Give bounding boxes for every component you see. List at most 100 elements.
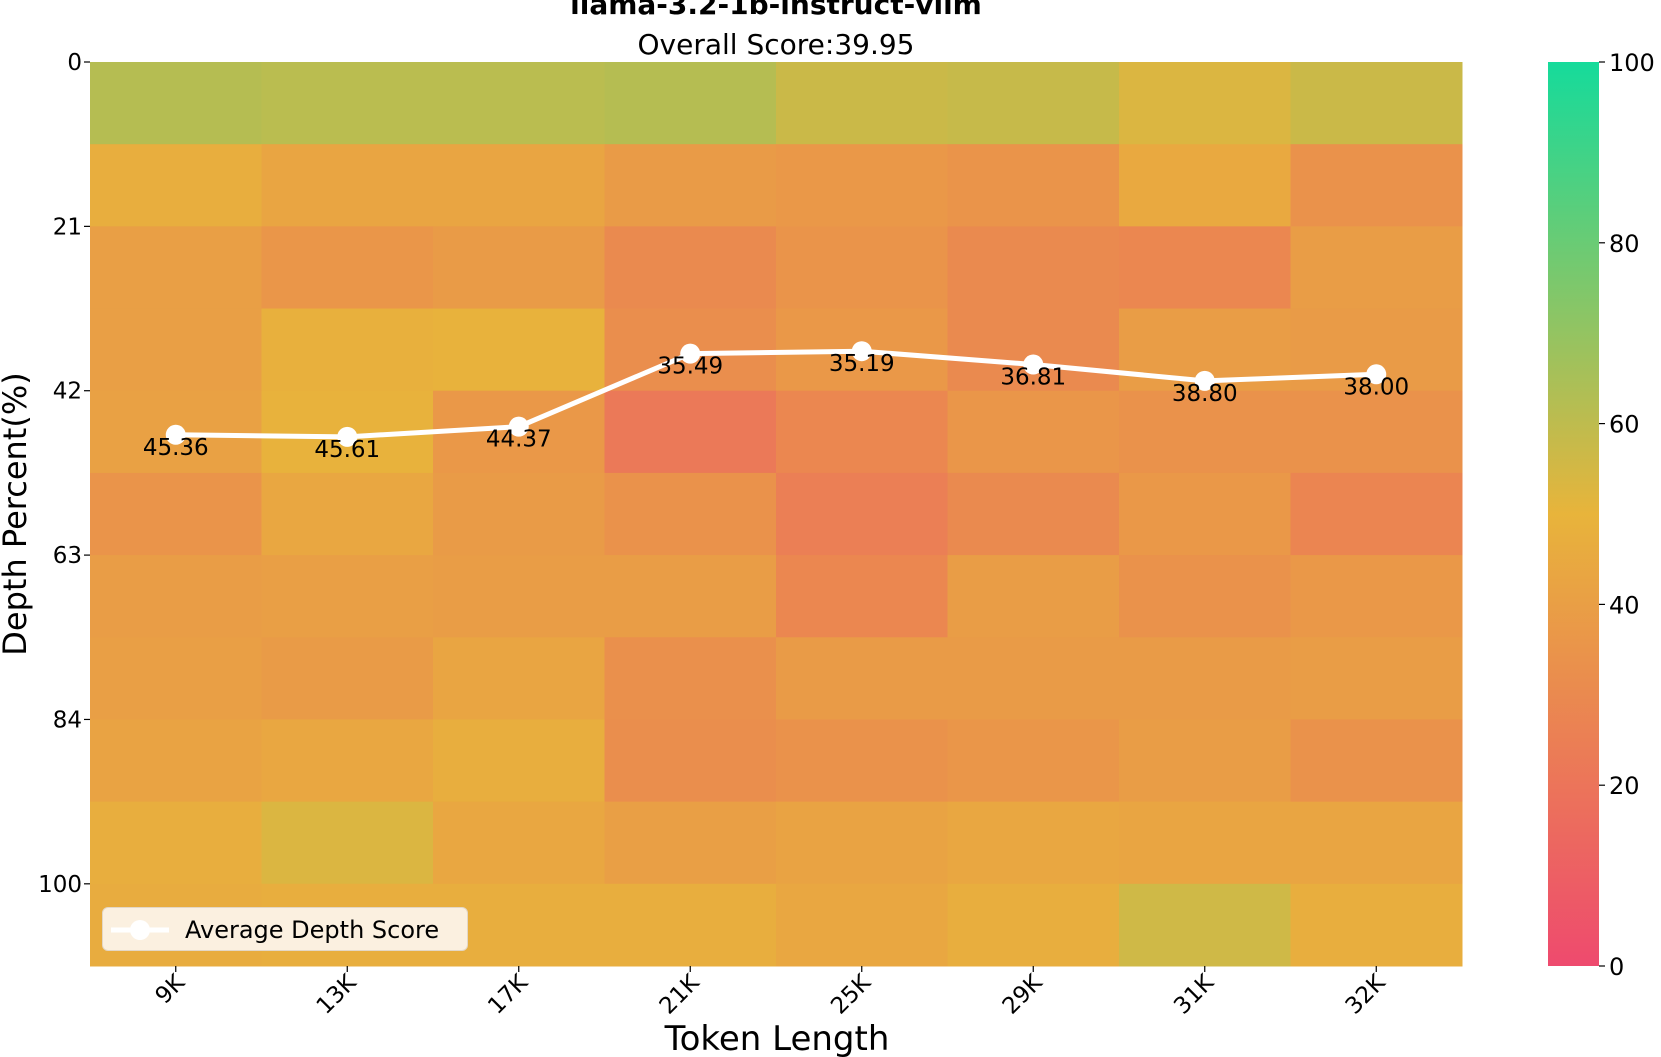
heatmap-cell — [433, 637, 605, 720]
heatmap-cell — [90, 472, 262, 556]
heatmap-cell — [604, 801, 777, 885]
heatmap-cell — [1290, 390, 1463, 474]
average-depth-point — [851, 341, 872, 362]
heatmap-cell — [947, 226, 1120, 310]
heatmap-cell — [90, 226, 262, 310]
heatmap-cell — [947, 883, 1120, 967]
x-tick-label: 29K — [998, 969, 1048, 1019]
colorbar-tick-label: 100 — [1609, 49, 1655, 77]
heatmap-cell — [90, 555, 262, 638]
average-depth-point — [1194, 370, 1215, 391]
y-tick-label: 42 — [53, 379, 82, 405]
x-tick-label: 21K — [655, 969, 705, 1019]
heatmap-cell — [261, 637, 434, 720]
heatmap-cell — [261, 472, 434, 556]
legend: Average Depth Score — [102, 907, 468, 951]
colorbar-tick-label: 0 — [1609, 953, 1624, 981]
heatmap-cell — [947, 390, 1120, 474]
heatmap-cell — [604, 883, 777, 967]
chart-subtitle: Overall Score:39.95 — [637, 28, 915, 61]
heatmap-cell — [1290, 62, 1463, 145]
heatmap-cell — [947, 62, 1120, 145]
heatmap-cell — [947, 801, 1120, 885]
heatmap-cell — [1290, 226, 1463, 310]
heatmap-cell — [1119, 719, 1291, 803]
heatmap-cell — [776, 226, 948, 310]
colorbar-ticks: 0 20 40 60 80 100 — [1599, 49, 1655, 981]
heatmap-cell — [1290, 719, 1463, 803]
colorbar-tick-label: 60 — [1609, 411, 1640, 439]
heatmap-cell — [776, 144, 948, 227]
heatmap-cell — [433, 801, 605, 885]
average-depth-value-label: 45.61 — [314, 437, 380, 463]
colorbar — [1548, 62, 1599, 966]
average-depth-value-label: 38.80 — [1172, 381, 1238, 407]
y-tick-label: 21 — [53, 214, 82, 240]
heatmap-cell — [90, 308, 262, 392]
heatmap-cell — [90, 144, 262, 227]
heatmap-cell — [604, 144, 777, 227]
x-tick-label: 17K — [483, 969, 533, 1019]
average-depth-line-path — [175, 348, 1377, 440]
colorbar-tick-label: 40 — [1609, 591, 1640, 619]
average-depth-point — [508, 416, 529, 437]
heatmap-cell — [947, 144, 1120, 227]
average-depth-value-label: 44.37 — [486, 427, 552, 453]
heatmap-cell — [261, 144, 434, 227]
heatmap-cell — [947, 637, 1120, 720]
heatmap-cell — [947, 472, 1120, 556]
heatmap-cell — [604, 637, 777, 720]
heatmap-cell — [433, 719, 605, 803]
y-tick-label: 63 — [53, 543, 82, 569]
heatmap-cell — [947, 308, 1120, 392]
heatmap-cell — [947, 555, 1120, 638]
heatmap-cell — [261, 62, 434, 145]
x-tick-label: 9K — [151, 969, 191, 1009]
heatmap-cell — [1119, 62, 1291, 145]
heatmap-cell — [776, 801, 948, 885]
x-axis-label: Token Length — [664, 1019, 890, 1057]
heatmap-cell — [433, 472, 605, 556]
heatmap-cell — [776, 555, 948, 638]
colorbar-tick-label: 20 — [1609, 772, 1640, 800]
heatmap-cell — [1119, 883, 1291, 967]
heatmap-cell — [1290, 637, 1463, 720]
heatmap-cell — [1119, 555, 1291, 638]
heatmap-cell — [604, 472, 777, 556]
heatmap-cell — [1119, 472, 1291, 556]
average-depth-value-label: 38.00 — [1343, 374, 1409, 400]
heatmap-cells — [90, 62, 1463, 967]
legend-label: Average Depth Score — [185, 916, 440, 944]
x-axis: 9K 13K 17K 21K 25K 29K 31K 32K — [151, 966, 1391, 1020]
heatmap-cell — [604, 390, 777, 474]
average-depth-value-label: 35.49 — [657, 354, 723, 380]
heatmap-cell — [433, 226, 605, 310]
heatmap-cell — [947, 719, 1120, 803]
x-tick-label: 13K — [312, 969, 362, 1019]
average-depth-value-label: 45.36 — [143, 435, 209, 461]
heatmap-cell — [261, 226, 434, 310]
heatmap-cell — [776, 637, 948, 720]
heatmap-cell — [776, 883, 948, 967]
heatmap-cell — [433, 144, 605, 227]
heatmap-cell — [1119, 637, 1291, 720]
x-tick-label: 25K — [826, 969, 876, 1019]
heatmap-cell — [261, 801, 434, 885]
heatmap-cell — [433, 62, 605, 145]
heatmap-cell — [1290, 144, 1463, 227]
heatmap-cell — [90, 719, 262, 803]
y-tick-label: 100 — [38, 872, 82, 898]
heatmap-cell — [261, 555, 434, 638]
y-axis-label: Depth Percent(%) — [0, 372, 34, 655]
average-depth-point — [1023, 354, 1044, 375]
average-depth-point — [680, 343, 701, 364]
heatmap-cell — [1290, 555, 1463, 638]
heatmap-cell — [1290, 801, 1463, 885]
average-depth-value-label: 36.81 — [1000, 365, 1066, 391]
heatmap-cell — [604, 226, 777, 310]
colorbar-tick-label: 80 — [1609, 230, 1640, 258]
average-depth-value-label: 35.19 — [829, 351, 895, 377]
heatmap-cell — [1290, 883, 1463, 967]
chart-title: llama-3.2-1b-instruct-vllm — [570, 0, 982, 21]
heatmap-cell — [604, 62, 777, 145]
